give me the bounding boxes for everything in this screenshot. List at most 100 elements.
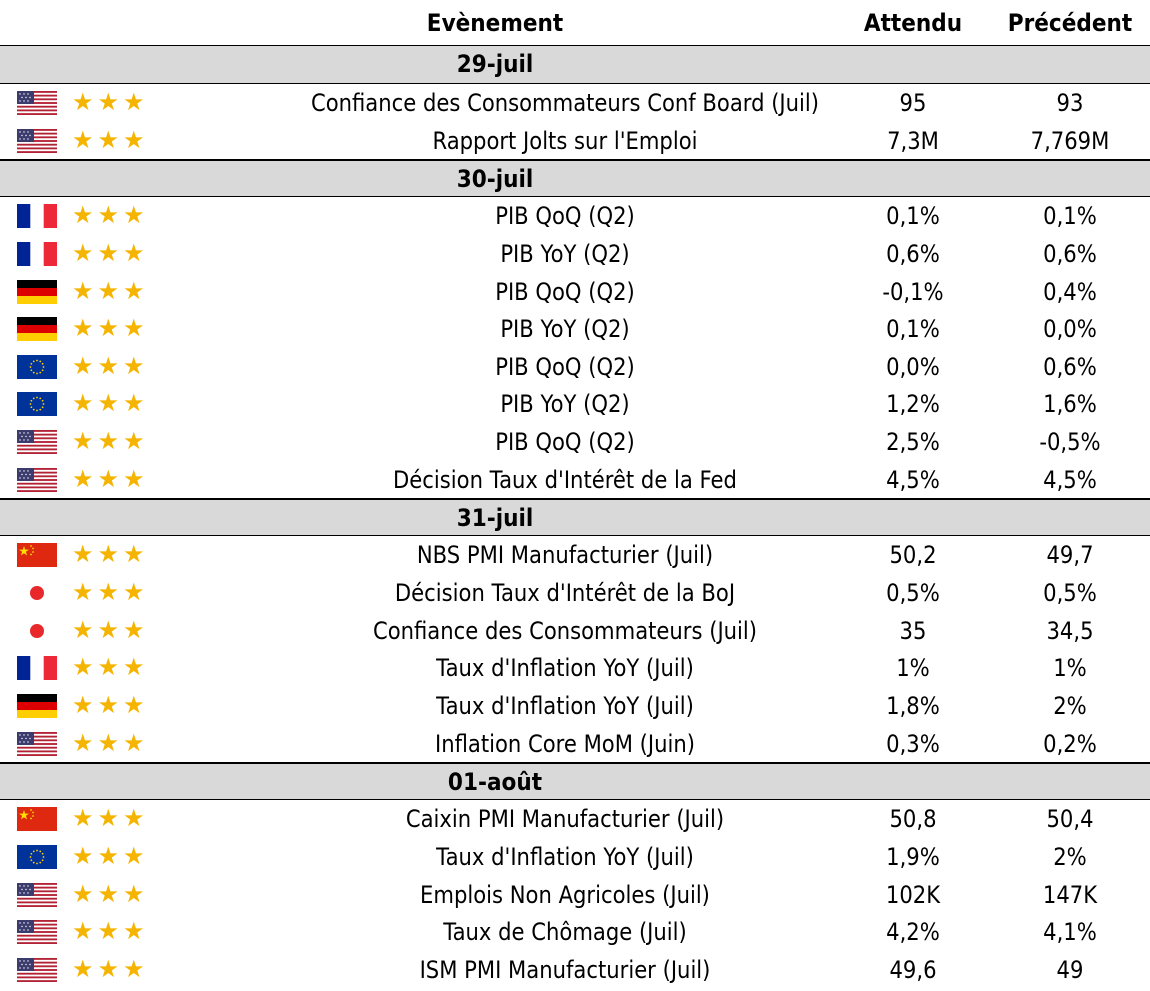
event-name: Taux d'Inflation YoY (Juil) [436, 654, 694, 683]
importance-stars-icon: ★★★ [72, 125, 149, 154]
expected-value: 4,5% [886, 465, 940, 494]
previous-value: 2% [1053, 691, 1087, 720]
previous-value: 34,5 [1046, 616, 1094, 645]
japan-flag-icon [17, 618, 57, 643]
event-name: Décision Taux d'Intérêt de la BoJ [394, 579, 736, 608]
event-name: Confiance des Consommateurs Conf Board (… [310, 89, 820, 117]
expected-value: 1,2% [886, 390, 940, 419]
table-header: Evènement Attendu Précédent [0, 0, 1150, 46]
japan-flag-icon [17, 581, 57, 606]
importance-stars-icon: ★★★ [72, 578, 149, 607]
importance-stars-icon: ★★★ [72, 88, 149, 116]
previous-value: 7,769M [1030, 126, 1110, 155]
us-flag-icon [17, 128, 57, 153]
china-flag-icon [17, 543, 57, 568]
eu-flag-icon [17, 844, 57, 869]
expected-value: 0,0% [886, 352, 940, 381]
us-flag-icon [17, 957, 57, 982]
event-name: Inflation Core MoM (Juin) [434, 729, 696, 758]
previous-value: 0,5% [1043, 579, 1097, 608]
expected-value: 35 [899, 616, 927, 645]
event-name: NBS PMI Manufacturier (Juil) [416, 541, 714, 570]
table-row: ★★★ Confiance des Consommateurs Conf Boar… [0, 84, 1150, 122]
previous-value: 0,6% [1043, 352, 1097, 381]
event-name: PIB QoQ (Q2) [495, 428, 635, 457]
expected-value: 95 [899, 89, 927, 117]
table-row: ★★★ ISM PMI Manufacturier (Juil) 49,6 49 [0, 951, 1150, 989]
previous-value: 4,1% [1043, 918, 1097, 947]
expected-value: 7,3M [887, 126, 939, 155]
table-row: ★★★ Rapport Jolts sur l'Emploi 7,3M 7,769M [0, 122, 1150, 160]
germany-flag-icon [17, 317, 57, 342]
previous-value: 0,4% [1043, 277, 1097, 306]
table-row: ★★★ PIB YoY (Q2) 0,6% 0,6% [0, 235, 1150, 273]
importance-stars-icon: ★★★ [72, 690, 149, 719]
previous-value: 1,6% [1043, 390, 1097, 419]
eu-flag-icon [17, 392, 57, 417]
previous-value: 0,1% [1043, 202, 1097, 231]
event-name: PIB QoQ (Q2) [495, 352, 635, 381]
expected-value: -0,1% [882, 277, 944, 306]
expected-value: 0,6% [886, 239, 940, 268]
importance-stars-icon: ★★★ [72, 201, 149, 230]
france-flag-icon [17, 656, 57, 681]
event-name: PIB QoQ (Q2) [495, 277, 635, 306]
expected-value: 102K [885, 880, 941, 909]
date-label: 01-août [447, 768, 543, 797]
event-name: Taux d'Inflation YoY (Juil) [436, 691, 694, 720]
table-row: ★★★ Décision Taux d'Intérêt de la Fed 4,5%… [0, 461, 1150, 499]
previous-value: 147K [1042, 880, 1098, 909]
previous-value: 49 [1056, 955, 1084, 984]
importance-stars-icon: ★★★ [72, 427, 149, 456]
event-name: PIB YoY (Q2) [500, 239, 630, 268]
expected-value: 49,6 [889, 955, 937, 984]
table-row: ★★★ PIB YoY (Q2) 0,1% 0,0% [0, 310, 1150, 348]
event-name: Emplois Non Agricoles (Juil) [420, 880, 710, 909]
importance-stars-icon: ★★★ [72, 540, 149, 569]
expected-value: 1,8% [886, 691, 940, 720]
event-name: ISM PMI Manufacturier (Juil) [419, 955, 711, 984]
date-row: 01-août [0, 762, 1150, 801]
table-row: ★★★ PIB YoY (Q2) 1,2% 1,6% [0, 385, 1150, 423]
expected-value: 0,1% [886, 202, 940, 231]
date-row: 29-juil [0, 46, 1150, 84]
importance-stars-icon: ★★★ [72, 917, 149, 946]
date-label: 29-juil [456, 50, 534, 78]
previous-value: -0,5% [1039, 428, 1101, 457]
table-row: ★★★ PIB QoQ (Q2) -0,1% 0,4% [0, 273, 1150, 311]
us-flag-icon [17, 920, 57, 945]
previous-value: 1% [1053, 654, 1087, 683]
previous-value: 0,2% [1043, 729, 1097, 758]
table-row: ★★★ Caixin PMI Manufacturier (Juil) 50,8 50… [0, 800, 1150, 838]
previous-value: 4,5% [1043, 465, 1097, 494]
importance-stars-icon: ★★★ [72, 804, 149, 833]
header-event: Evènement [426, 9, 564, 37]
previous-value: 93 [1056, 89, 1084, 117]
expected-value: 0,1% [886, 315, 940, 344]
importance-stars-icon: ★★★ [72, 954, 149, 983]
importance-stars-icon: ★★★ [72, 879, 149, 908]
france-flag-icon [17, 204, 57, 229]
table-row: ★★★ PIB QoQ (Q2) 0,1% 0,1% [0, 197, 1150, 235]
table-row: ★★★ Décision Taux d'Intérêt de la BoJ 0,5%… [0, 574, 1150, 612]
table-body: 29-juil ★★★ Confiance des Consommateurs Co… [0, 46, 1150, 988]
expected-value: 0,3% [886, 729, 940, 758]
event-name: Taux de Chômage (Juil) [443, 918, 687, 947]
event-name: Caixin PMI Manufacturier (Juil) [405, 805, 725, 834]
event-name: PIB QoQ (Q2) [495, 202, 635, 231]
event-name: PIB YoY (Q2) [500, 315, 630, 344]
table-row: ★★★ Inflation Core MoM (Juin) 0,3% 0,2% [0, 725, 1150, 763]
date-label: 31-juil [456, 504, 534, 533]
france-flag-icon [17, 241, 57, 266]
expected-value: 2,5% [886, 428, 940, 457]
event-name: Confiance des Consommateurs (Juil) [372, 616, 758, 645]
event-name: Rapport Jolts sur l'Emploi [432, 126, 698, 155]
header-previous: Précédent [1007, 9, 1133, 37]
germany-flag-icon [17, 279, 57, 304]
importance-stars-icon: ★★★ [72, 389, 149, 418]
us-flag-icon [17, 91, 57, 115]
us-flag-icon [17, 731, 57, 756]
previous-value: 2% [1053, 842, 1087, 871]
event-name: PIB YoY (Q2) [500, 390, 630, 419]
expected-value: 50,2 [889, 541, 937, 570]
